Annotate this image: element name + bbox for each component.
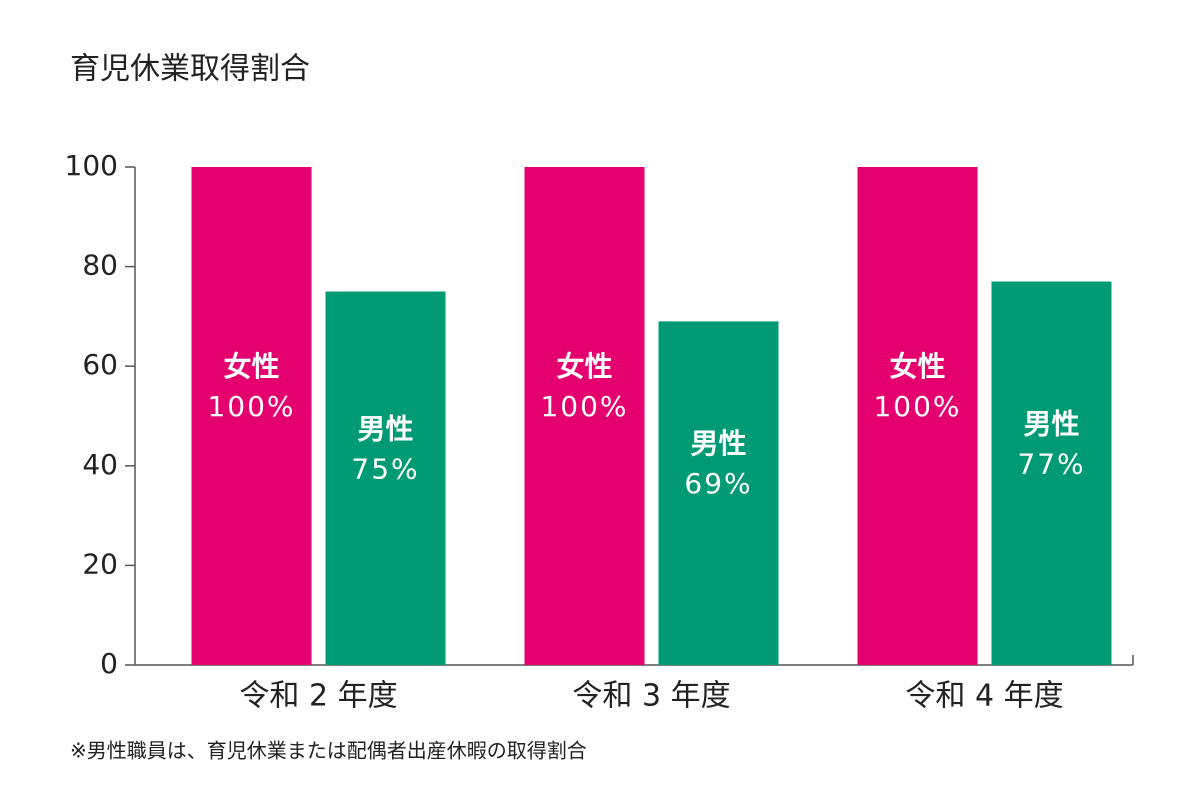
bar-value-label: 100% bbox=[540, 390, 628, 423]
bar bbox=[524, 167, 645, 665]
x-tick-label: 令和 3 年度 bbox=[572, 679, 730, 714]
footnote: ※男性職員は、育児休業または配偶者出産休暇の取得割合 bbox=[70, 739, 587, 763]
chart-title: 育児休業取得割合 bbox=[70, 52, 310, 87]
y-tick-label: 100 bbox=[65, 149, 118, 182]
y-tick-label: 20 bbox=[82, 547, 118, 580]
bar-value-label: 100% bbox=[207, 390, 295, 423]
bar-series-label: 女性 bbox=[889, 350, 945, 383]
y-tick-label: 0 bbox=[100, 647, 118, 680]
bar bbox=[191, 167, 312, 665]
y-tick-label: 40 bbox=[82, 448, 118, 481]
bar-value-label: 100% bbox=[873, 390, 961, 423]
x-tick-label: 令和 4 年度 bbox=[905, 679, 1063, 714]
bar bbox=[857, 167, 978, 665]
y-tick-label: 80 bbox=[82, 249, 118, 282]
bar bbox=[991, 281, 1112, 665]
bar-series-label: 女性 bbox=[223, 350, 279, 383]
bar-series-label: 女性 bbox=[556, 350, 612, 383]
y-tick-label: 60 bbox=[82, 348, 118, 381]
bar bbox=[325, 291, 446, 665]
bar-value-label: 77% bbox=[1017, 447, 1085, 480]
bar-series-label: 男性 bbox=[1023, 407, 1079, 440]
x-tick-label: 令和 2 年度 bbox=[239, 679, 397, 714]
bar bbox=[658, 321, 779, 665]
bar-value-label: 69% bbox=[684, 467, 752, 500]
bar-value-label: 75% bbox=[351, 452, 419, 485]
bar-series-label: 男性 bbox=[690, 427, 746, 460]
bar-series-label: 男性 bbox=[357, 412, 413, 445]
